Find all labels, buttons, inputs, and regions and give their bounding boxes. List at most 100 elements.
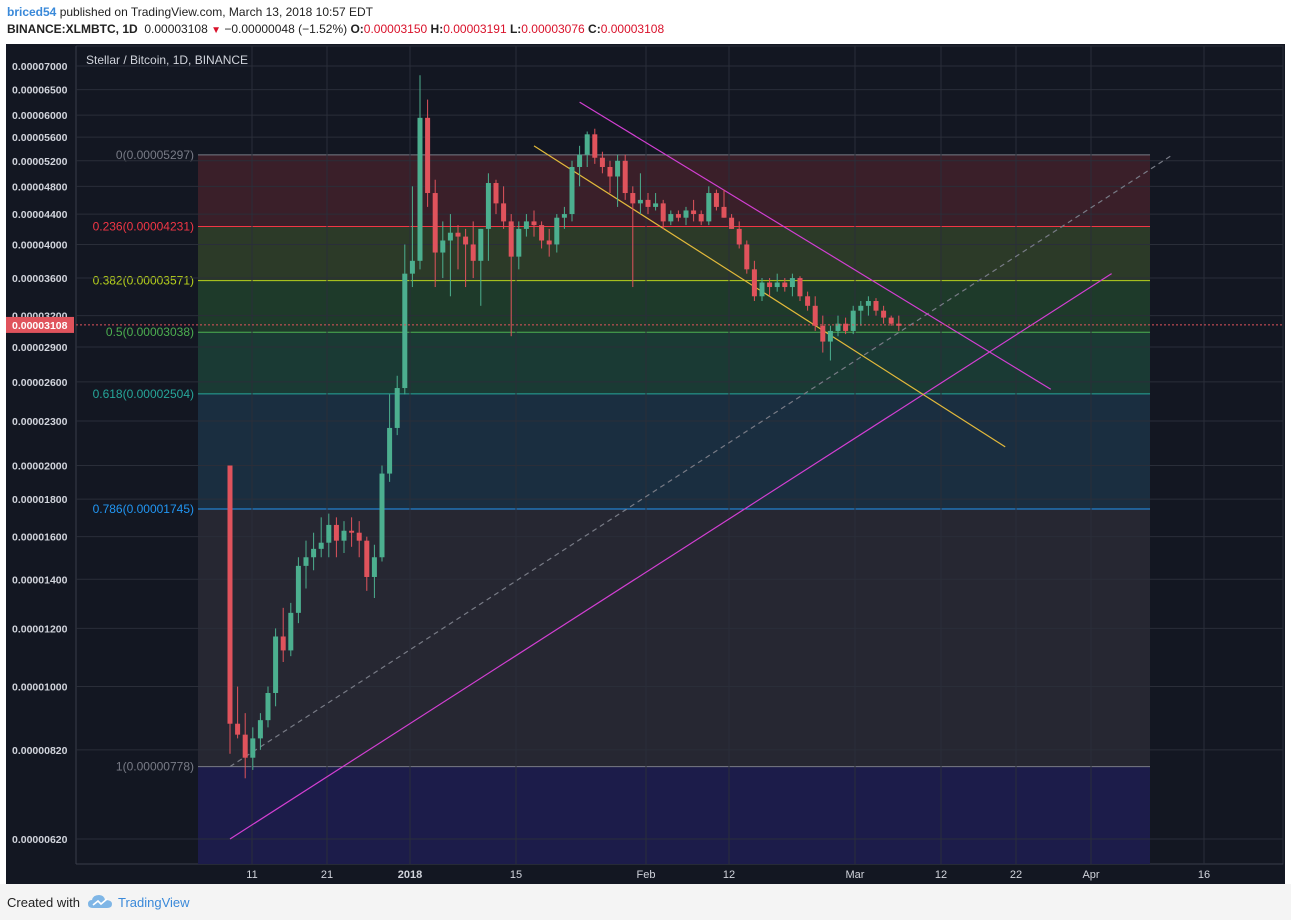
time-tick-label: 12: [723, 869, 735, 881]
candle: [265, 686, 271, 728]
trendline-support: [229, 273, 1112, 840]
candle-body: [820, 325, 826, 342]
candle-body: [873, 301, 879, 311]
candle: [257, 713, 263, 750]
candle-body: [789, 278, 795, 288]
candle: [561, 206, 567, 229]
candle-body: [668, 214, 674, 222]
candle: [485, 173, 491, 261]
candle: [774, 273, 780, 292]
candle-body: [493, 183, 499, 204]
price-chart[interactable]: 0(0.00005297) 0.236(0.00004231) 0.382(0.00…: [6, 44, 1285, 884]
candle: [364, 536, 370, 591]
time-tick-label: 15: [510, 869, 522, 881]
candle: [622, 154, 628, 200]
candle: [691, 199, 697, 222]
candle: [698, 210, 704, 226]
open-value: 0.00003150: [363, 22, 428, 36]
candle: [493, 179, 499, 215]
candle: [592, 128, 598, 164]
candle-body: [349, 530, 355, 533]
price-tick-label: 0.00006000: [12, 110, 68, 122]
fib-level-label: 0.236(0.00004231): [93, 220, 194, 234]
tradingview-cloud-icon[interactable]: [87, 893, 113, 911]
candle: [751, 260, 757, 302]
time-tick-label: 12: [935, 869, 947, 881]
candle: [729, 214, 735, 229]
candle: [508, 214, 514, 337]
candle: [470, 221, 476, 279]
candle: [683, 206, 689, 226]
candle: [797, 276, 803, 302]
candle-body: [683, 210, 689, 218]
fib-zone: [198, 280, 1150, 333]
candle-body: [387, 427, 393, 474]
high-label: H:: [430, 22, 444, 36]
candle: [387, 394, 393, 482]
candle: [759, 278, 765, 302]
candle-body: [455, 232, 461, 237]
close-value: 0.00003108: [600, 22, 665, 36]
candle: [425, 99, 431, 207]
price-tick-label: 0.00003600: [12, 273, 68, 285]
ohlc-line: BINANCE:XLMBTC, 1D 0.00003108 ▼ −0.00000…: [7, 22, 664, 36]
time-tick-label: 16: [1198, 869, 1210, 881]
fib-zone: [198, 154, 1150, 227]
candle: [744, 240, 750, 274]
candle-body: [782, 282, 788, 288]
candle-body: [675, 214, 681, 218]
fib-zone: [198, 393, 1150, 510]
candle: [432, 179, 438, 288]
candle-body: [896, 323, 902, 326]
candle-body: [235, 723, 241, 735]
candle-body: [805, 296, 811, 306]
candle-body: [812, 305, 818, 326]
candle-body: [691, 210, 697, 215]
candle: [539, 221, 545, 249]
candle-body: [850, 310, 856, 331]
time-tick-label: 11: [246, 869, 257, 881]
candle: [326, 513, 332, 558]
chart-area[interactable]: 0(0.00005297) 0.236(0.00004231) 0.382(0.00…: [6, 44, 1285, 884]
low-label: L:: [509, 22, 522, 36]
candle: [637, 173, 643, 215]
price-tick-label: 0.00001600: [12, 532, 68, 544]
candle-body: [273, 636, 279, 693]
author-link[interactable]: briced54: [7, 5, 57, 19]
candle-body: [713, 193, 719, 207]
candle: [523, 214, 529, 237]
candle: [767, 278, 773, 297]
candle: [653, 193, 659, 211]
candle-body: [539, 225, 545, 241]
candle: [843, 317, 849, 335]
candle: [881, 305, 887, 324]
candle-body: [463, 236, 469, 245]
candle-body: [561, 214, 567, 218]
tradingview-brand-link[interactable]: TradingView: [118, 895, 190, 910]
candle: [873, 298, 879, 316]
candle-body: [706, 193, 712, 222]
open-label: O:: [350, 22, 364, 36]
candle: [379, 465, 385, 562]
candle: [242, 713, 248, 779]
candle: [713, 189, 719, 211]
symbol-label[interactable]: BINANCE:XLMBTC, 1D: [7, 22, 138, 36]
candle-body: [295, 565, 301, 613]
fib-level-label: 0.786(0.00001745): [93, 502, 194, 516]
candle-body: [242, 734, 248, 758]
time-axis: 11 21 2018 15 Feb 12 Mar 12 22 Apr 16: [246, 869, 1210, 881]
candle: [812, 296, 818, 331]
time-tick-label: 22: [1010, 869, 1022, 881]
candle-body: [318, 542, 324, 549]
price-tick-label: 0.00004400: [12, 209, 68, 221]
candle-body: [425, 117, 431, 194]
candle-body: [470, 244, 476, 261]
candle: [409, 186, 415, 288]
candle-body: [280, 636, 286, 651]
price-axis-panel: [6, 44, 76, 884]
fib-zone: [198, 509, 1150, 767]
chart-title: Stellar / Bitcoin, 1D, BINANCE: [86, 53, 248, 67]
candle: [668, 210, 674, 226]
candle-body: [257, 720, 263, 739]
fib-level-label: 0(0.00005297): [116, 148, 194, 162]
